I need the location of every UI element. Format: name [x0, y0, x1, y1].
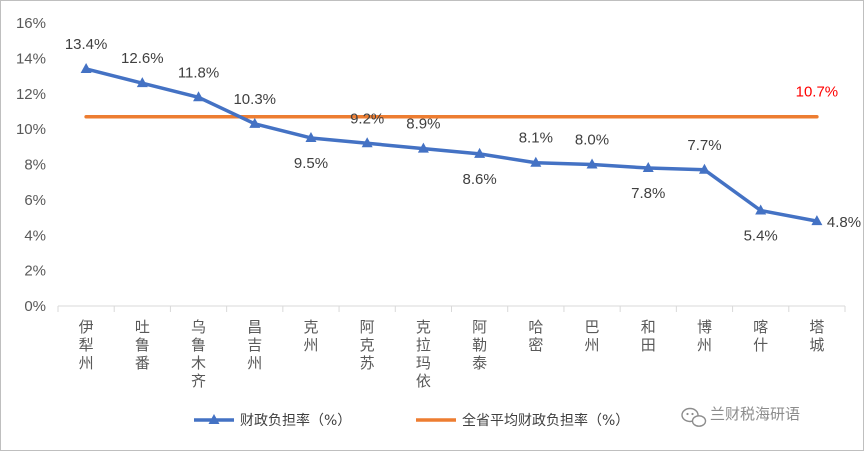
y-tick-label: 6%: [24, 192, 46, 209]
y-tick-label: 4%: [24, 227, 46, 244]
wechat-eye: [686, 412, 689, 416]
data-label: 8.1%: [519, 130, 553, 147]
x-category-label: 阿克苏: [360, 318, 375, 372]
data-label: 8.0%: [575, 132, 609, 149]
y-tick-label: 12%: [16, 86, 46, 103]
y-tick-label: 2%: [24, 263, 46, 280]
x-category-label: 哈密: [528, 318, 543, 354]
x-category-label: 昌吉州: [247, 318, 262, 372]
y-tick-label: 10%: [16, 121, 46, 138]
x-category-label: 喀什: [753, 318, 768, 354]
legend-marker-main: [208, 414, 220, 424]
x-category-label: 巴州: [585, 318, 600, 354]
y-tick-label: 8%: [24, 157, 46, 174]
data-label-average: 10.7%: [796, 84, 839, 101]
data-point-marker: [249, 117, 261, 128]
series-line-main: [85, 67, 818, 223]
watermark: 兰财税海研语: [681, 405, 800, 427]
wechat-bubble-small: [691, 415, 707, 427]
x-axis: 伊犁州 吐鲁番 乌鲁木齐 昌吉州 克州 阿克苏 克拉玛依 阿勒泰 哈密 巴州 和田 博州 喀什 塔城: [57, 305, 846, 390]
y-tick-label: 14%: [16, 50, 46, 67]
data-point-marker: [586, 158, 598, 169]
data-label: 7.7%: [687, 137, 721, 154]
data-label: 9.5%: [294, 155, 328, 172]
data-label: 4.8%: [827, 214, 861, 231]
data-point-marker: [417, 142, 429, 153]
data-label: 13.4%: [65, 36, 108, 53]
data-point-marker: [80, 62, 92, 73]
wechat-icon: [681, 407, 707, 427]
data-label: 8.6%: [463, 171, 497, 188]
x-category-label: 伊犁州: [79, 318, 94, 372]
x-category-label: 克拉玛依: [416, 318, 431, 390]
watermark-text: 兰财税海研语: [710, 405, 800, 423]
data-labels: 10.7% 13.4% 12.6% 11.8% 10.3% 9.5% 9.2% 8.9% 8.6…: [65, 36, 861, 245]
data-label: 8.9%: [406, 116, 440, 133]
data-point-marker: [530, 156, 542, 167]
data-point-marker: [193, 91, 205, 102]
y-axis: 0% 2% 4% 6% 8% 10% 12% 14% 16%: [16, 15, 46, 315]
data-point-marker: [305, 131, 317, 142]
wechat-eye: [691, 412, 694, 416]
x-category-label: 阿勒泰: [472, 318, 487, 372]
data-label: 12.6%: [121, 50, 164, 67]
x-category-label: 吐鲁番: [135, 318, 150, 372]
series-layer: [80, 62, 823, 226]
data-point-marker: [474, 147, 486, 158]
y-tick-label: 16%: [16, 15, 46, 32]
data-label: 10.3%: [233, 91, 276, 108]
data-point-marker: [755, 204, 767, 215]
data-point-marker: [811, 215, 823, 226]
x-category-label: 和田: [641, 318, 656, 354]
data-label: 5.4%: [744, 227, 778, 244]
data-point-marker: [361, 137, 373, 148]
data-label: 11.8%: [178, 64, 219, 81]
x-category-label: 乌鲁木齐: [191, 318, 206, 390]
y-tick-label: 0%: [24, 298, 46, 315]
legend-label-main: 财政负担率（%）: [240, 412, 351, 429]
data-label: 7.8%: [631, 185, 665, 202]
x-category-label: 博州: [697, 318, 712, 354]
data-point-marker: [642, 162, 654, 173]
legend-label-average: 全省平均财政负担率（%）: [462, 412, 629, 429]
data-label: 9.2%: [350, 110, 384, 127]
data-point-marker: [136, 77, 148, 88]
data-point-marker: [698, 163, 710, 174]
wechat-bubble-large: [681, 407, 699, 423]
legend: 财政负担率（%） 全省平均财政负担率（%）: [194, 412, 629, 429]
x-category-label: 塔城: [809, 318, 824, 354]
x-category-label: 克州: [303, 318, 318, 354]
